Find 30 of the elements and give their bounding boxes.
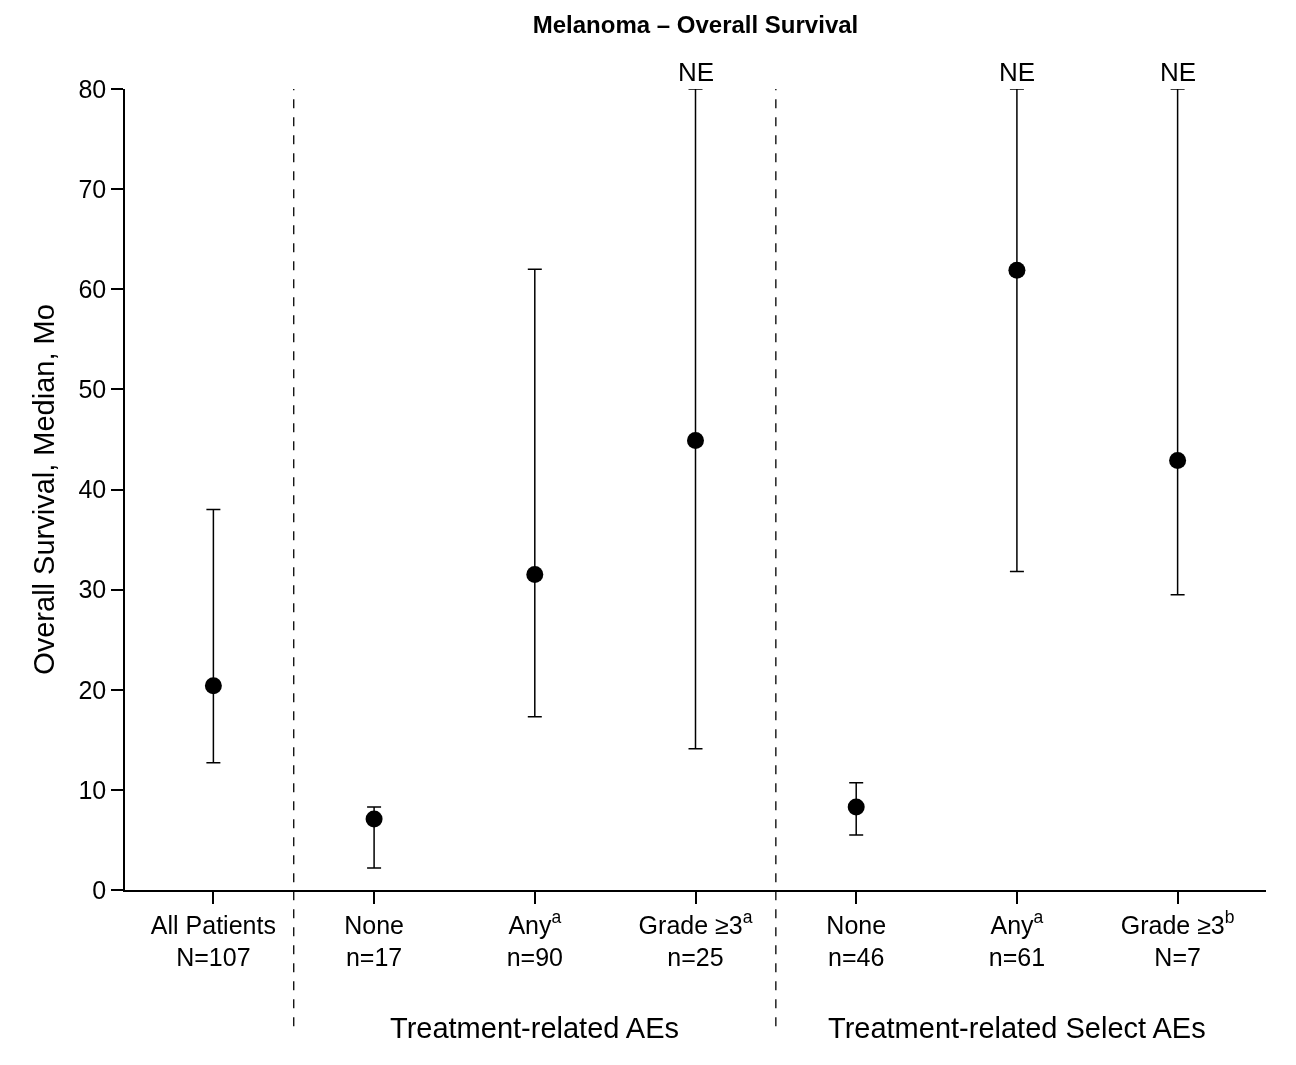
text: Treatment-related Select AEs [828,1012,1206,1044]
annotation: NE [1160,57,1197,87]
x-tick-label: None n=17 [344,910,404,972]
point [365,810,383,828]
y-tick-label: 60 [78,275,107,303]
point [847,798,865,816]
text: Treatment-related AEs [390,1012,680,1044]
y-tick-label: 30 [78,575,107,604]
category-label: Grade ≥3$^{b}$ N=7 [1120,907,1235,972]
point [526,566,544,584]
point [204,677,222,695]
annotation: NE [999,57,1036,87]
y-tick-label: 80 [78,74,107,103]
point [1008,261,1026,279]
y-tick-label: 0 [92,875,107,904]
x-tick-label: All Patients N=107 [150,910,276,972]
annotation: NE [678,57,715,87]
y-axis-title: Overall Survival, Median, Mo [28,304,61,675]
y-tick-label: 70 [78,174,107,203]
x-tick-label: Any$^{a}$ n=61 [988,907,1046,972]
y-tick-label: 20 [78,675,107,704]
point [687,431,704,449]
y-tick-label: 50 [78,375,107,404]
y-tick-label: 40 [78,475,107,504]
y-tick-label: 10 [78,775,107,804]
chart-title: Melanoma – Overall Survival [532,10,859,38]
x-tick-label: None n=46 [826,910,887,972]
category-label: Grade ≥3$^{a}$ n=25 [638,907,753,972]
x-tick-label: Any$^{a}$ n=90 [506,907,563,972]
point [1169,451,1187,469]
